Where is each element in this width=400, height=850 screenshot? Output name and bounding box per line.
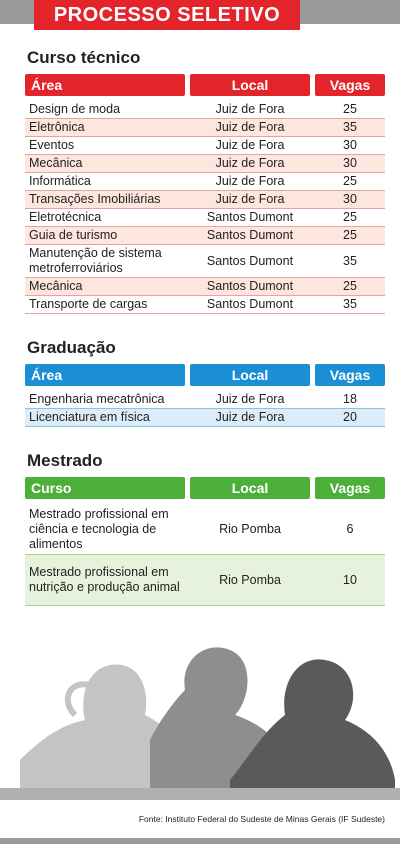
table-cell: Manutenção de sistema metroferroviários [29,246,162,275]
table-cell: Transporte de cargas [29,297,148,311]
table-cell: 25 [343,279,357,293]
table-cell: 25 [343,210,357,224]
table-cell: Mestrado profissional em ciência e tecno… [29,506,169,551]
column-header: Curso [25,477,185,499]
table-cell: Santos Dumont [206,253,294,268]
table-cell: 35 [343,120,357,134]
table-row: Engenharia mecatrônica Juiz de Fora 18 [25,391,385,409]
content: Curso técnico Área Local Vagas Design de mod… [25,48,385,630]
table-cell: 10 [343,572,357,587]
table-cell: 30 [343,156,357,170]
section-title: Mestrado [27,451,103,470]
table-cell: 35 [343,297,357,311]
table-cell: 30 [343,138,357,152]
column-header: Local [190,364,310,386]
table-cell: Juiz de Fora [215,192,285,206]
table-cell: Mecânica [29,279,83,293]
table-cell: Mecânica [29,156,83,170]
section: Curso técnico Área Local Vagas Design de mod… [25,48,385,314]
table-cell: Juiz de Fora [215,156,285,170]
table-row: Mestrado profissional em ciência e tecno… [25,504,385,555]
table-header: Curso Local Vagas [25,477,385,504]
table-cell: Eletrotécnica [29,210,102,224]
table-row: Manutenção de sistema metroferroviários S… [25,245,385,278]
column-header: Área [25,364,185,386]
silhouette [64,681,91,718]
table-cell: Juiz de Fora [215,392,285,406]
column-header: Área [25,74,185,96]
table-header: Área Local Vagas [25,364,385,391]
table-row: Informática Juiz de Fora 25 [25,173,385,191]
table-cell: Juiz de Fora [215,102,285,116]
table-cell: Santos Dumont [206,279,294,293]
table-cell: Santos Dumont [206,210,294,224]
table-row: Mecânica Santos Dumont 25 [25,278,385,296]
table-cell: Eventos [29,138,75,152]
column-header: Vagas [315,74,385,96]
table-cell: 25 [343,228,357,242]
table-cell: 6 [346,521,354,536]
table-row: Eletrônica Juiz de Fora 35 [25,119,385,137]
silhouette [20,664,185,800]
table-cell: 35 [343,253,357,268]
silhouette [230,659,395,800]
table-row: Transações Imobiliárias Juiz de Fora 30 [25,191,385,209]
table-cell: Juiz de Fora [215,120,285,134]
table-row: Transporte de cargas Santos Dumont 35 [25,296,385,314]
silhouette-illustration [0,647,400,800]
section: Mestrado Curso Local Vagas Mestrado profissi… [25,451,385,606]
table-cell: Juiz de Fora [215,410,285,424]
desk [0,788,400,800]
table-cell: Juiz de Fora [215,174,285,188]
table-cell: Santos Dumont [206,297,294,311]
column-header: Local [190,477,310,499]
bottom-bar [0,838,400,844]
section-title: Graduação [27,338,116,357]
table-cell: Santos Dumont [206,228,294,242]
table-cell: Eletrônica [29,120,85,134]
column-header: Local [190,74,310,96]
table-cell: Licenciatura em física [29,410,150,424]
table-cell: Guia de turismo [29,228,118,242]
table-row: Mestrado profissional em nutrição e prod… [25,555,385,606]
section-title: Curso técnico [27,48,141,67]
column-header: Vagas [315,477,385,499]
table-row: Licenciatura em física Juiz de Fora 20 [25,409,385,427]
table-cell: Rio Pomba [219,521,281,536]
table-row: Mecânica Juiz de Fora 30 [25,155,385,173]
table-cell: Design de moda [29,102,121,116]
section: Graduação Área Local Vagas Engenharia mecatr… [25,338,385,427]
table-cell: 18 [343,392,357,406]
table-cell: Transações Imobiliárias [29,192,161,206]
table-cell: 25 [343,102,357,116]
table-cell: Engenharia mecatrônica [29,392,165,406]
source-note: Fonte: Instituto Federal do Sudeste de M… [138,814,385,824]
table-cell: 30 [343,192,357,206]
table-cell: Rio Pomba [219,572,281,587]
table-cell: 20 [343,410,357,424]
column-header: Vagas [315,364,385,386]
banner-title: PROCESSO SELETIVO [34,0,300,30]
table-cell: 25 [343,174,357,188]
table-row: Eventos Juiz de Fora 30 [25,137,385,155]
table-row: Guia de turismo Santos Dumont 25 [25,227,385,245]
table-cell: Juiz de Fora [215,138,285,152]
table-row: Eletrotécnica Santos Dumont 25 [25,209,385,227]
table-cell: Mestrado profissional em nutrição e prod… [29,565,180,594]
table-header: Área Local Vagas [25,74,385,101]
table-row: Design de moda Juiz de Fora 25 [25,101,385,119]
table-cell: Informática [29,174,91,188]
